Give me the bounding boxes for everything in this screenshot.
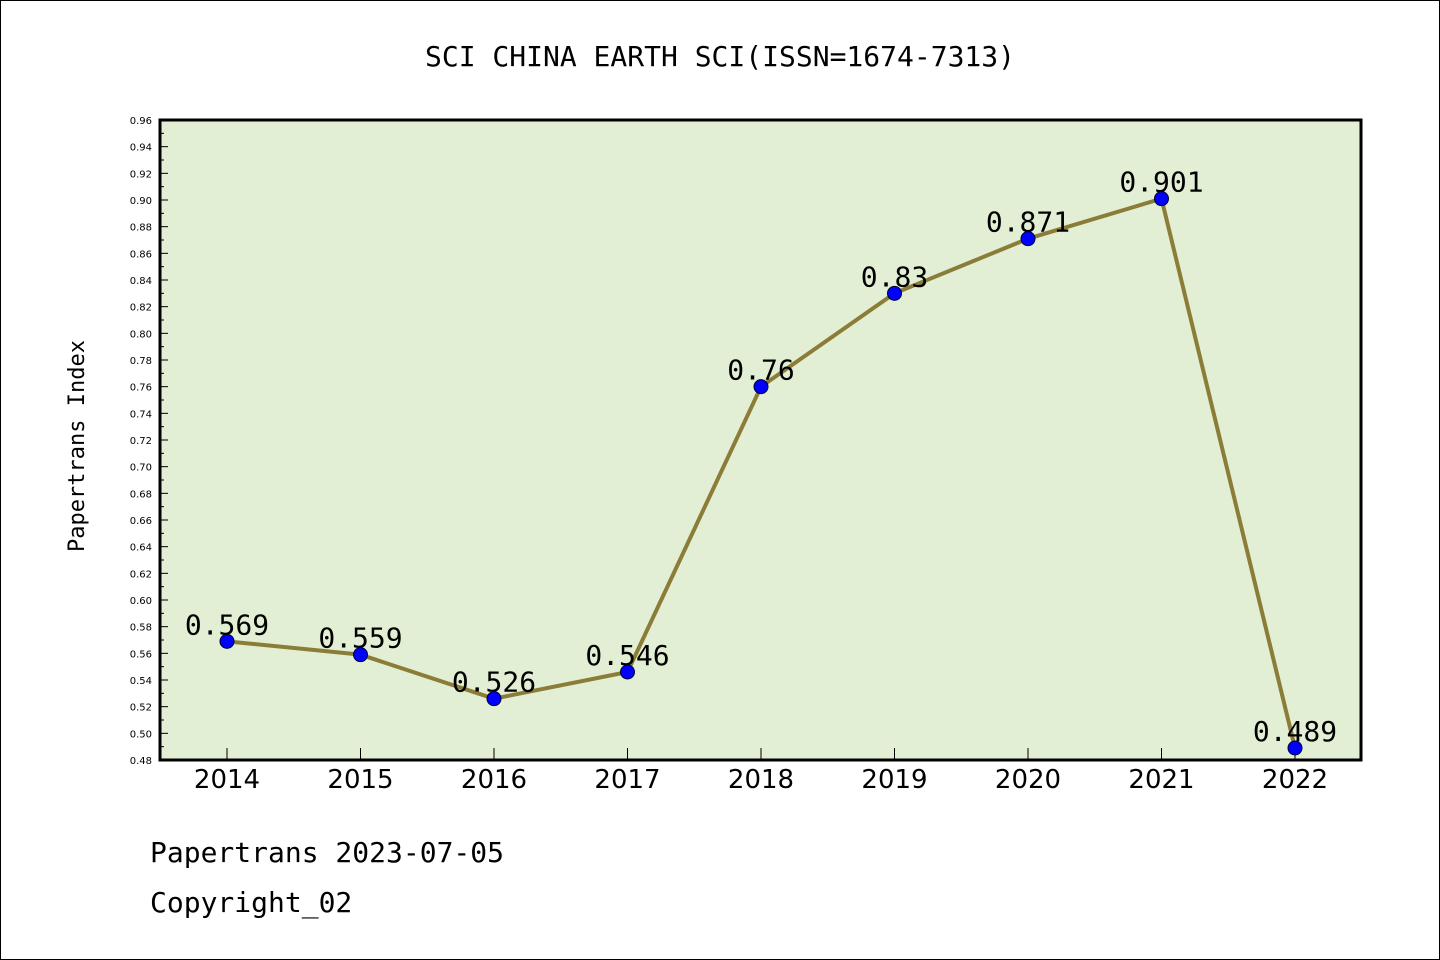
y-tick-label: 0.54 — [130, 676, 152, 687]
footer-date-text: Papertrans 2023-07-05 — [150, 836, 505, 869]
y-tick-label: 0.52 — [130, 703, 152, 714]
data-value-label: 0.871 — [986, 206, 1070, 239]
data-value-label: 0.546 — [585, 639, 669, 672]
y-tick-label: 0.80 — [130, 329, 152, 340]
data-value-label: 0.901 — [1119, 166, 1203, 199]
y-tick-label: 0.84 — [130, 276, 152, 287]
y-tick-label: 0.90 — [130, 196, 152, 207]
x-tick-label: 2020 — [995, 765, 1061, 795]
y-tick-label: 0.70 — [130, 463, 152, 474]
y-tick-label: 0.74 — [130, 409, 152, 420]
data-point-marker — [1287, 740, 1303, 756]
y-tick-label: 0.82 — [130, 303, 152, 314]
y-tick-label: 0.94 — [130, 143, 152, 154]
data-value-label: 0.83 — [861, 260, 928, 293]
data-point-marker — [219, 633, 235, 649]
data-point-marker — [1154, 191, 1169, 207]
y-tick-label: 0.60 — [130, 596, 152, 607]
y-axis-label: Papertrans Index — [65, 340, 90, 552]
data-value-label: 0.489 — [1253, 715, 1337, 748]
data-markers — [219, 191, 1303, 756]
data-point-marker — [1020, 231, 1036, 247]
y-tick-label: 0.86 — [130, 249, 152, 260]
data-point-marker — [620, 664, 635, 680]
x-tick-label: 2019 — [861, 765, 927, 795]
y-tick-label: 0.48 — [130, 756, 152, 767]
y-axis-ticks: 0.48 0.50 0.52 0.54 0.56 0.58 0.60 0.62 0.64 0.66… — [130, 116, 168, 767]
x-tick-label: 2018 — [728, 765, 794, 795]
data-value-label: 0.76 — [727, 354, 794, 387]
y-tick-label: 0.92 — [130, 169, 152, 180]
y-tick-label: 0.58 — [130, 623, 152, 634]
data-value-label: 0.559 — [318, 622, 402, 655]
y-tick-label: 0.96 — [130, 116, 152, 127]
y-tick-label: 0.88 — [130, 223, 152, 234]
y-tick-label: 0.72 — [130, 436, 152, 447]
data-point-marker — [353, 647, 368, 663]
y-tick-label: 0.68 — [130, 489, 152, 500]
data-point-marker — [486, 691, 502, 707]
plot-border — [158, 118, 1363, 762]
x-tick-label: 2016 — [461, 765, 527, 795]
data-labels: 0.569 0.559 0.526 0.546 0.76 0.83 0.871 0.901 0.… — [185, 166, 1337, 748]
y-tick-label: 0.76 — [130, 383, 152, 394]
data-value-label: 0.569 — [185, 608, 269, 641]
data-point-marker — [753, 379, 769, 395]
data-point-marker — [887, 285, 902, 301]
plot-area — [160, 120, 1361, 760]
y-tick-label: 0.66 — [130, 516, 152, 527]
x-tick-label: 2021 — [1128, 765, 1194, 795]
x-tick-label: 2022 — [1262, 765, 1328, 795]
x-tick-label: 2017 — [594, 765, 660, 795]
data-value-label: 0.526 — [452, 666, 536, 699]
footer-copyright-text: Copyright_02 — [150, 886, 353, 919]
x-tick-label: 2015 — [327, 765, 393, 795]
y-tick-label: 0.56 — [130, 649, 152, 660]
y-tick-label: 0.62 — [130, 569, 152, 580]
y-tick-label: 0.78 — [130, 356, 152, 367]
y-tick-label: 0.50 — [130, 729, 152, 740]
y-tick-label: 0.64 — [130, 543, 152, 554]
x-axis-ticks: 2014 2015 2016 2017 2018 2019 2020 2021 2022 — [194, 748, 1328, 795]
chart-title: SCI CHINA EARTH SCI(ISSN=1674-7313) — [425, 40, 1015, 73]
x-tick-label: 2014 — [194, 765, 260, 795]
